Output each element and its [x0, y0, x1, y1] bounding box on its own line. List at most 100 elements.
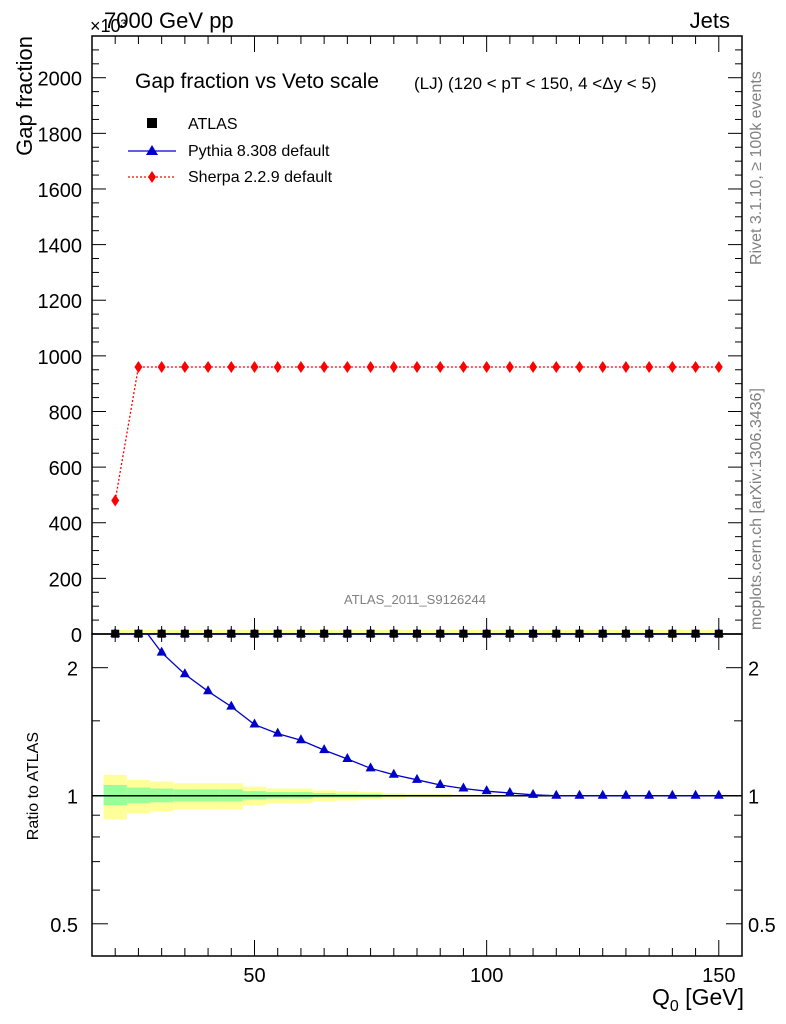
x-tick-label: 100 [470, 965, 503, 987]
ratio-pythia-point [179, 668, 190, 678]
atlas-point [505, 629, 514, 638]
atlas-point [204, 629, 213, 638]
y-tick-label: 2000 [38, 69, 83, 91]
sherpa-point [157, 360, 166, 373]
sherpa-point [714, 360, 723, 373]
ratio-y-tick-label: 2 [67, 659, 78, 681]
sherpa-point [204, 360, 213, 373]
sherpa-point [389, 360, 398, 373]
legend-marker-sherpa [148, 171, 156, 183]
atlas-point [413, 629, 421, 638]
y-tick-label: 1200 [38, 291, 83, 313]
chart-title: Gap fraction vs Veto scale [135, 70, 379, 93]
ratio-pythia-point [342, 752, 353, 762]
atlas-point [320, 629, 329, 638]
sherpa-series-line [114, 366, 719, 501]
ratio-pythia-point [690, 789, 701, 799]
ratio-pythia-point [203, 685, 214, 695]
atlas-point [111, 629, 120, 638]
atlas-point [157, 629, 166, 638]
sherpa-point [645, 360, 654, 373]
ratio-y-axis-label: Ratio to ATLAS [25, 732, 42, 840]
atlas-point [436, 629, 445, 638]
y-tick-label: 0 [71, 625, 82, 647]
sherpa-point [621, 360, 630, 373]
sherpa-point [505, 360, 514, 373]
mcplots-label: mcplots.cern.ch [arXiv:1306.3436] [748, 388, 765, 630]
atlas-point [668, 629, 677, 638]
ratio-pythia-point [249, 718, 260, 728]
legend-label-pythia: Pythia 8.308 default [188, 143, 330, 160]
atlas-point [552, 629, 561, 638]
atlas-point [389, 629, 398, 638]
ratio-pythia-point [667, 789, 678, 799]
y-tick-label: 1600 [38, 180, 83, 202]
sherpa-point [296, 360, 305, 373]
ratio-pythia-point [435, 778, 446, 788]
sherpa-point [668, 360, 677, 373]
ratio-y-tick-label-right: 2 [748, 659, 759, 681]
sherpa-point [529, 360, 538, 373]
ratio-y-tick-label-right: 1 [748, 787, 759, 809]
sherpa-point [482, 360, 491, 373]
sherpa-point [180, 360, 189, 373]
ratio-pythia-point [481, 785, 492, 795]
ratio-pythia-point [319, 744, 330, 754]
ratio-pythia-point [226, 700, 237, 710]
ratio-pythia-point [620, 789, 631, 799]
y-axis-label: Gap fraction [12, 36, 37, 156]
ratio-pythia-point [713, 789, 724, 799]
atlas-point [227, 629, 236, 638]
sherpa-point [227, 360, 236, 373]
sherpa-point [250, 360, 259, 373]
atlas-point [575, 629, 584, 638]
ratio-pythia-line [147, 633, 719, 797]
atlas-point [366, 629, 375, 638]
x-tick-label: 50 [243, 965, 265, 987]
header-exponent: ×10³ [90, 16, 127, 36]
atlas-point [134, 629, 143, 638]
ratio-pythia-point [551, 789, 562, 799]
header-right: Jets [690, 8, 730, 33]
ratio-y-tick-label: 0.5 [50, 915, 78, 937]
atlas-point [296, 629, 305, 638]
sherpa-point [273, 360, 282, 373]
y-tick-label: 1800 [38, 124, 83, 146]
rivet-label: Rivet 3.1.10, ≥ 100k events [748, 71, 765, 265]
ratio-pythia-point [597, 789, 608, 799]
ratio-pythia-point [156, 646, 167, 656]
y-tick-label: 200 [49, 569, 82, 591]
header-left: 7000 GeV pp [104, 8, 234, 33]
y-tick-label: 600 [49, 458, 82, 480]
chart-marks: 0 200 400 600 800 1000 1200 1400 1600 1800 2000 50 1… [38, 36, 776, 987]
sherpa-point [366, 360, 375, 373]
ratio-pythia-point [295, 734, 306, 744]
sherpa-point [598, 360, 607, 373]
ratio-pythia-point [272, 727, 283, 737]
legend-label-atlas: ATLAS [188, 116, 238, 133]
sherpa-point [575, 360, 584, 373]
legend-marker-atlas [147, 118, 157, 128]
atlas-point [459, 629, 468, 638]
legend-label-sherpa: Sherpa 2.2.9 default [188, 169, 333, 186]
ratio-pythia-point [412, 773, 422, 783]
ratio-pythia-point [365, 762, 376, 772]
sherpa-point [413, 360, 421, 373]
y-tick-label: 800 [49, 402, 82, 424]
ratio-pythia-point [644, 789, 655, 799]
sherpa-point [343, 360, 352, 373]
atlas-point [529, 629, 538, 638]
atlas-point [645, 629, 654, 638]
sherpa-point [436, 360, 445, 373]
sherpa-point [134, 360, 143, 373]
x-tick-label: 150 [702, 965, 735, 987]
ratio-y-tick-label-right: 0.5 [748, 915, 776, 937]
atlas-point [598, 629, 607, 638]
sherpa-point [691, 360, 700, 373]
chart-subtitle: (LJ) (120 < pT < 150, 4 <Δy < 5) [414, 74, 657, 93]
ratio-pythia-point [458, 782, 469, 792]
ratio-pythia-point [574, 789, 585, 799]
legend: ATLAS Pythia 8.308 default Sherpa 2.2.9 … [128, 116, 333, 186]
atlas-point [714, 629, 723, 638]
